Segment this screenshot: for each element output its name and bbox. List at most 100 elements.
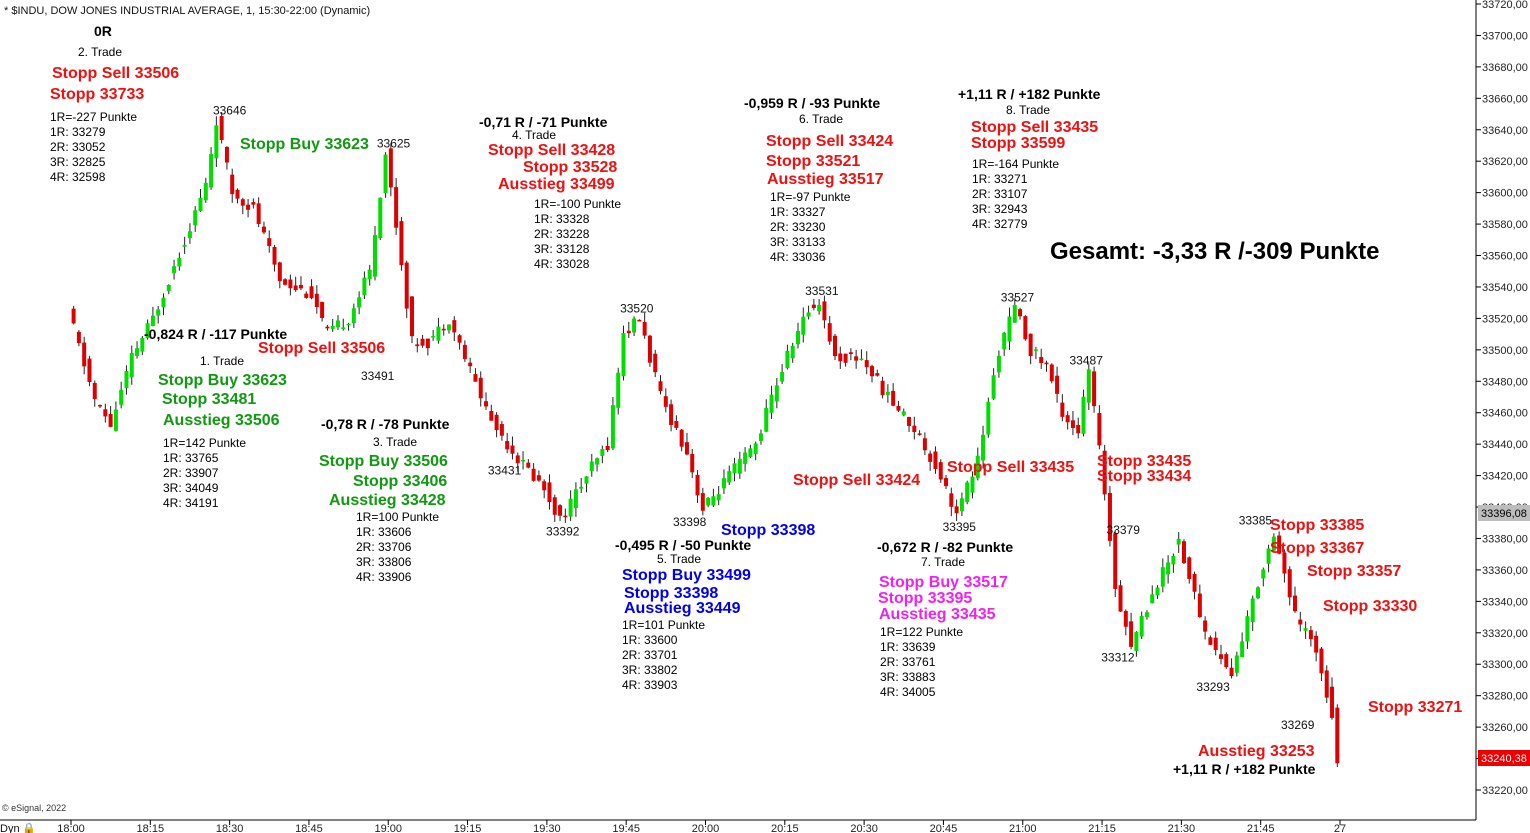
candle-body [896, 405, 901, 411]
candle-body [1012, 304, 1017, 323]
y-tick-label: 33600,00 [1482, 188, 1528, 200]
candle-body [949, 493, 954, 507]
candle-body [372, 235, 377, 277]
x-axis[interactable]: 18:00 18:15 18:30 18:45 19:00 19:15 19:30 19:45… [0, 819, 1476, 833]
candle-body [1065, 415, 1070, 423]
candle [367, 264, 372, 286]
candle [875, 369, 880, 377]
candle [462, 340, 467, 362]
y-tick-label: 33460,00 [1482, 408, 1528, 420]
trade-annotation: 4R: 33903 [622, 678, 678, 692]
candle-body [737, 458, 742, 474]
candle [1049, 363, 1054, 384]
candle-body [684, 442, 689, 455]
candle-body [600, 448, 605, 456]
trade-annotation: 3R: 33802 [622, 663, 678, 677]
candle-body [330, 325, 335, 329]
y-tick-label: 33580,00 [1482, 219, 1528, 231]
candle [166, 284, 171, 295]
candle [1129, 612, 1134, 650]
candle-body [769, 394, 774, 413]
candle [1155, 585, 1160, 599]
candle-body [441, 328, 446, 331]
trade-annotation: 2R: 33706 [356, 540, 412, 554]
candle-body [288, 279, 293, 289]
candle-body [1160, 567, 1165, 587]
candle [76, 330, 81, 347]
price-label: 33392 [546, 525, 580, 539]
candle [949, 487, 954, 517]
candle-body [716, 494, 721, 501]
candle [1203, 616, 1208, 640]
y-tick-label: 33300,00 [1482, 659, 1528, 671]
candle [478, 371, 483, 407]
trade-annotation: 1R=-164 Punkte [972, 157, 1059, 171]
candle-body [526, 462, 531, 468]
candle [1224, 652, 1229, 669]
trade-annotation: Stopp Buy 33517 [879, 574, 1008, 591]
candle-body [981, 434, 986, 461]
x-tick-label: 20:45 [930, 823, 958, 833]
candle [1134, 631, 1139, 657]
candle-body [959, 498, 964, 512]
candle [1250, 595, 1255, 632]
x-tick-label: 21:00 [1009, 823, 1037, 833]
candle-body [1218, 654, 1223, 659]
candle-body [647, 335, 652, 363]
trade-annotation: 4. Trade [512, 128, 556, 142]
candle [1308, 625, 1313, 647]
candle [721, 469, 726, 495]
candle [928, 450, 933, 471]
dyn-toggle[interactable]: Dyn 🔒 [0, 822, 36, 833]
candle-body [1319, 648, 1324, 674]
last-price-box [1478, 750, 1530, 766]
price-label: 33491 [361, 369, 395, 383]
trade-annotation: 2R: 33107 [972, 187, 1028, 201]
candle-body [484, 401, 489, 407]
candle [1012, 298, 1017, 323]
candle-body [82, 342, 87, 367]
x-tick-label: 19:00 [374, 823, 402, 833]
candle [1187, 556, 1192, 584]
candle-body [954, 506, 959, 514]
candle [256, 197, 261, 228]
y-axis[interactable]: 33720,00 33700,00 33680,00 33660,00 33640,00… [1475, 0, 1528, 820]
trade-annotation: 4R: 32779 [972, 217, 1028, 231]
candle-body [1234, 655, 1239, 673]
candle-body [92, 382, 97, 400]
trade-annotation: Stopp Sell 33435 [971, 119, 1098, 136]
candle-body [230, 174, 235, 195]
candle [515, 452, 520, 472]
candle-body [610, 405, 615, 449]
candle-body [161, 297, 166, 308]
candle-body [653, 353, 658, 373]
candle [901, 408, 906, 417]
candle-body [1176, 538, 1181, 545]
candle [362, 271, 367, 300]
candle-body [790, 345, 795, 359]
x-tick-label: 19:15 [454, 823, 482, 833]
trade-annotation: Stopp Sell 33424 [766, 133, 893, 150]
candle [1086, 363, 1091, 411]
candle-body [187, 231, 192, 239]
candle [706, 496, 711, 508]
candle [679, 429, 684, 452]
candle [1007, 307, 1012, 350]
candle-body [145, 323, 150, 338]
y-tick-label: 33420,00 [1482, 471, 1528, 483]
candle [372, 225, 377, 281]
candle [457, 334, 462, 350]
candle-body [1113, 533, 1118, 589]
trade-annotation: Stopp 33367 [1270, 540, 1364, 557]
candle [1097, 405, 1102, 450]
candle-body [246, 204, 251, 210]
candle [119, 381, 124, 409]
trade-annotation: +1,11 R / +182 Punkte [1173, 761, 1316, 777]
candle [912, 416, 917, 440]
trade-annotation: 1. Trade [200, 354, 244, 368]
candle [695, 470, 700, 503]
candle [647, 334, 652, 367]
candle-body [1287, 569, 1292, 598]
candle-body [304, 293, 309, 298]
